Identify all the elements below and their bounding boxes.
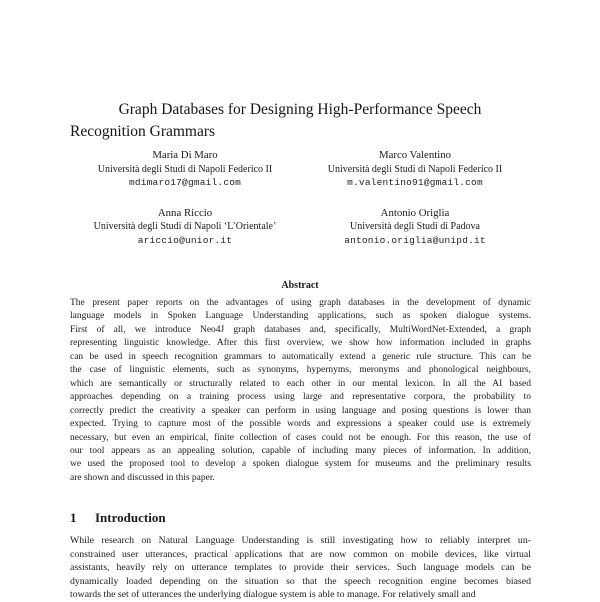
author-1: Maria Di Maro Università degli Studi di … [70, 149, 300, 190]
text-line: constrained user utterances, practical a… [70, 548, 531, 560]
author-block: Maria Di Maro Università degli Studi di … [70, 149, 530, 247]
introduction-text: While research on Natural Language Under… [70, 534, 531, 602]
text-line: towards the set of utterances the underl… [70, 589, 476, 600]
text-line: which are semantically or structurally r… [70, 378, 531, 389]
section-title: Introduction [95, 510, 166, 525]
text-line: The present paper reports on the advanta… [70, 298, 531, 308]
author-name: Antonio Origlia [380, 206, 450, 219]
section-heading-introduction: 1 Introduction [70, 510, 531, 526]
author-email: antonio.origlia@unipd.it [344, 234, 486, 246]
author-3: Anna Riccio Università degli Studi di Na… [70, 207, 300, 248]
author-email: ariccio@unior.it [137, 234, 233, 246]
author-affiliation: Università degli Studi di Napoli Federic… [97, 163, 273, 175]
author-affiliation: Università degli Studi di Napoli ‘L’Orie… [93, 221, 277, 232]
author-name: Maria Di Maro [152, 149, 218, 161]
text-line: necessary, but even an empirical, finite… [70, 432, 531, 443]
text-line: dynamically loaded depending on the situ… [70, 575, 531, 587]
abstract-text: The present paper reports on the advanta… [70, 297, 531, 485]
text-line: representing linguistic knowledge. After… [70, 338, 531, 349]
text-line: language models in Spoken Language Under… [70, 311, 531, 322]
text-line: the case of linguistic elements, such as… [70, 365, 531, 376]
text-line: First of all, we introduce Neo4J graph d… [70, 324, 531, 335]
text-line: correctly predict the creativity a speak… [70, 405, 531, 416]
author-affiliation: Università degli Studi di Napoli Federic… [327, 163, 503, 175]
text-line: we used the proposed tool to develop a s… [70, 459, 531, 470]
author-email: mdimaro17@gmail.com [128, 177, 242, 188]
abstract-heading: Abstract [281, 280, 319, 291]
author-name: Anna Riccio [157, 206, 213, 219]
section-number: 1 [70, 510, 77, 525]
author-email: m.valentino91@gmail.com [347, 177, 483, 188]
text-line: can be used in speech recognition gramma… [70, 351, 531, 362]
text-line: our tool appears as an appealing solutio… [70, 445, 531, 456]
author-affiliation: Università degli Studi di Padova [350, 221, 480, 232]
text-line: expected. Trying to capture most of the … [70, 419, 531, 430]
text-line: Recognition Grammars [70, 122, 216, 140]
paper-title: Graph Databases for Designing High-Perfo… [70, 99, 530, 142]
text-line: are shown and discussed in this paper. [70, 472, 215, 483]
text-line: assistants, heavily rely on utterance te… [70, 562, 531, 573]
text-line: While research on Natural Language Under… [70, 535, 531, 546]
text-line: approaches depending on a training proce… [70, 392, 531, 403]
author-4: Antonio Origlia Università degli Studi d… [300, 207, 530, 248]
author-2: Marco Valentino Università degli Studi d… [300, 149, 530, 190]
text-line: Graph Databases for Designing High-Perfo… [118, 101, 482, 118]
author-name: Marco Valentino [378, 149, 452, 161]
